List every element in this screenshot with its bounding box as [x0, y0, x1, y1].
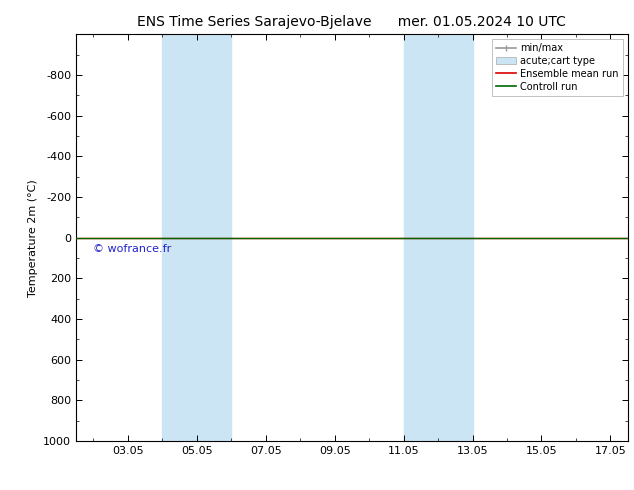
- Y-axis label: Temperature 2m (°C): Temperature 2m (°C): [28, 179, 37, 296]
- Legend: min/max, acute;cart type, Ensemble mean run, Controll run: min/max, acute;cart type, Ensemble mean …: [492, 39, 623, 96]
- Title: ENS Time Series Sarajevo-Bjelave      mer. 01.05.2024 10 UTC: ENS Time Series Sarajevo-Bjelave mer. 01…: [138, 15, 566, 29]
- Text: © wofrance.fr: © wofrance.fr: [93, 244, 172, 254]
- Bar: [162, 34, 231, 441]
- Bar: [404, 34, 472, 441]
